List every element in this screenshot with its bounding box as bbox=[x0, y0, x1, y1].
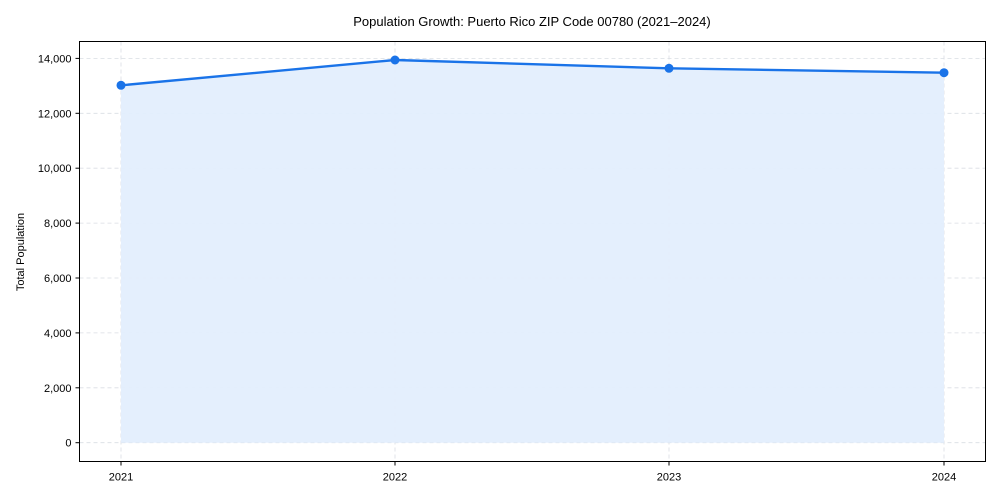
data-point-marker bbox=[116, 80, 126, 90]
x-tick-label: 2024 bbox=[932, 472, 956, 484]
y-axis-label: Total Population bbox=[15, 213, 27, 291]
x-axis: 2021 2022 2023 2024 bbox=[109, 461, 956, 484]
y-tick-label: 10,000 bbox=[38, 163, 72, 175]
data-point-marker bbox=[390, 55, 400, 65]
x-tick-label: 2021 bbox=[109, 472, 133, 484]
y-tick-label: 6,000 bbox=[44, 273, 72, 285]
area-fill bbox=[121, 60, 944, 443]
chart-title: Population Growth: Puerto Rico ZIP Code … bbox=[353, 14, 711, 29]
series-line bbox=[120, 58, 945, 87]
y-axis: 0 2,000 4,000 6,000 8,000 10,000 12,000 14,000 bbox=[38, 53, 80, 450]
data-point-marker bbox=[664, 63, 674, 73]
y-tick-label: 12,000 bbox=[38, 108, 72, 120]
x-tick-label: 2022 bbox=[383, 472, 407, 484]
data-point-marker bbox=[939, 68, 949, 78]
y-tick-label: 4,000 bbox=[44, 328, 72, 340]
y-tick-label: 2,000 bbox=[44, 383, 72, 395]
data-series bbox=[116, 55, 949, 90]
y-tick-label: 8,000 bbox=[44, 218, 72, 230]
x-tick-label: 2023 bbox=[657, 472, 681, 484]
area-under-line bbox=[121, 60, 944, 443]
axes-frame bbox=[79, 41, 986, 462]
y-tick-label: 0 bbox=[65, 438, 71, 450]
y-tick-label: 14,000 bbox=[38, 53, 72, 65]
